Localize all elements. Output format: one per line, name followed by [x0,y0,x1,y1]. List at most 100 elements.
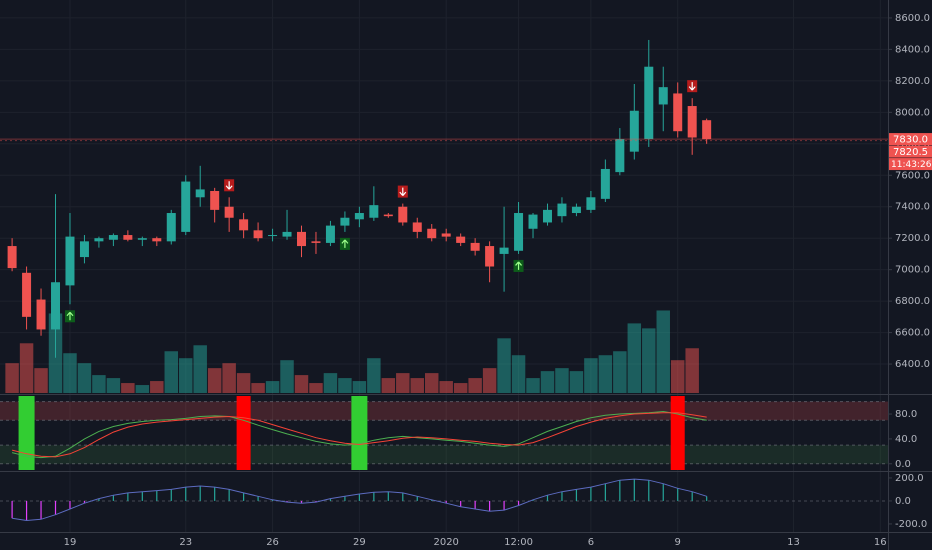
x-tick-label: 26 [266,537,279,548]
candle-body [383,214,393,217]
histogram-bar [358,494,360,501]
volume-bar [367,358,381,393]
histogram-bar [156,490,158,501]
histogram-bar [445,500,447,504]
candle-body [354,213,364,220]
candle-body [195,189,205,198]
candle-body [123,235,133,240]
x-tick-label: 6 [588,537,594,548]
candle-body [36,299,46,330]
histogram-bar [185,487,187,501]
histogram-bar [271,499,274,501]
candle-body [181,181,191,232]
candle-body [137,238,147,240]
histogram-bar [228,489,230,501]
histogram-bar [373,492,375,501]
histogram-bar [83,500,86,504]
volume-bar [482,368,497,393]
volume-bar [656,310,670,393]
candle-body [51,282,61,330]
volume-bar [424,373,439,393]
price-label: 7820.5 [893,147,928,158]
y-tick-label: 0.0 [895,496,911,507]
x-tick-label: 9 [675,537,681,548]
x-tick-label: 2020 [433,537,458,548]
candle-body [571,206,581,214]
volume-bar [265,381,280,393]
volume-bar [352,381,367,393]
candle-body [702,120,712,140]
y-tick-label: 40.0 [895,434,917,445]
histogram-bar [286,500,288,503]
volume-bar [526,378,540,393]
histogram-bar [648,480,650,501]
volume-bar [670,360,685,393]
histogram-bar [517,500,520,506]
histogram-bar [11,500,13,519]
histogram-bar [431,499,433,501]
y-tick-label: 7600.0 [895,170,930,181]
y-tick-label: 8000.0 [895,107,930,118]
histogram-bar [315,500,317,503]
candle-body [644,66,654,140]
sell-arrow [687,80,698,93]
volume-bar [280,360,294,393]
x-tick-label: 16 [874,537,887,548]
volume-bar [381,378,396,393]
y-tick-label: 6400.0 [895,359,930,370]
candle-body [456,236,466,243]
labels: 19 23 26 29 2020 12:00 6 9 13 16 6400.0 6600.0 6800.… [64,13,932,548]
buy-signal-bar [351,396,368,470]
arrow-glyph [399,187,407,196]
histogram-bar [344,496,346,501]
histogram-bar [127,492,129,501]
histogram-bar [25,500,28,521]
buy-signal-bar [18,396,35,470]
volume-bar [497,338,511,393]
candle-body [340,217,350,226]
grid [0,0,888,532]
band [0,445,888,464]
countdown-box [889,158,932,171]
candle-body [398,206,408,223]
candle-body [369,205,379,218]
volume-bar [193,345,207,393]
candle-body [210,190,220,210]
buy-arrow [513,259,524,272]
volume-bar [555,368,569,393]
x-tick-label: 19 [64,537,77,548]
volume-bar [540,371,555,393]
histogram-bar [633,479,635,501]
volume-bar [584,358,598,393]
histogram-bar [691,491,693,501]
volume-bar [309,383,323,393]
candle-body [542,209,552,223]
histogram-bar [214,487,216,501]
price-label-box [889,133,932,146]
candle-body [600,168,610,199]
volume-bar [294,375,309,393]
buy-arrow [64,310,75,323]
candle-body [268,235,278,237]
volume-bar [236,373,251,393]
volume-bar [222,363,236,393]
histogram-bar [604,483,606,501]
volume-bar [251,383,265,393]
histogram-bar [69,500,71,509]
price-label: 7830.0 [893,135,928,146]
sell-signal-bar [670,396,685,470]
arrow-glyph [225,181,233,190]
volume-bar [164,351,179,393]
arrow-glyph [688,82,696,91]
band [0,401,888,421]
candle-body [528,214,538,229]
candle-body [441,233,451,237]
x-tick-label: 29 [353,537,366,548]
volume-bar [135,385,150,393]
volume-bar [569,371,584,393]
histogram-line [12,478,707,522]
volume-bar [685,348,699,393]
histogram-bar [243,492,245,501]
